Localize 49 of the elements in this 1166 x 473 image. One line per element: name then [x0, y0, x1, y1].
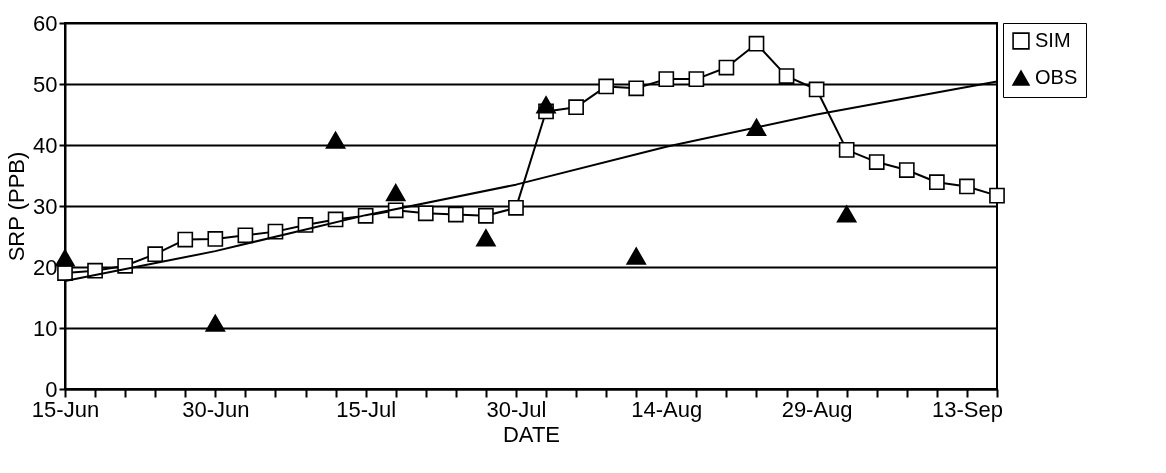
point	[746, 118, 767, 136]
point	[688, 71, 705, 87]
y-tick-label: 40	[33, 132, 58, 158]
point	[147, 246, 164, 263]
x-tick-label: 30-Jun	[182, 396, 250, 422]
legend-label: OBS	[1035, 66, 1078, 88]
x-tick-label: 13-Sep	[931, 396, 1003, 422]
x-tick-label: 15-Jul	[336, 396, 397, 422]
x-axis-title: DATE	[502, 421, 561, 447]
point	[598, 78, 615, 95]
point	[898, 162, 915, 178]
y-tick-label: 30	[33, 193, 58, 219]
point	[838, 142, 855, 158]
point	[55, 249, 75, 267]
legend-label: SIM	[1035, 29, 1071, 51]
point	[325, 131, 346, 149]
point	[205, 314, 226, 332]
point	[207, 231, 224, 247]
point	[989, 187, 1005, 204]
point	[836, 205, 857, 223]
x-tick-label: 29-Aug	[781, 396, 853, 422]
point	[628, 80, 645, 97]
point	[658, 71, 675, 87]
point	[237, 227, 254, 244]
point	[385, 183, 406, 202]
y-tick-label: 60	[33, 10, 58, 36]
point	[177, 231, 194, 248]
y-tick-label: 20	[33, 254, 58, 280]
point	[447, 206, 464, 223]
point	[478, 207, 494, 224]
point	[568, 99, 584, 116]
y-tick-label: 50	[33, 71, 58, 97]
point	[748, 35, 765, 52]
y-axis-title: SRP (PPB)	[4, 151, 30, 262]
point	[626, 247, 647, 265]
point	[868, 154, 885, 170]
x-tick-label: 30-Jul	[486, 396, 547, 422]
point	[929, 174, 945, 191]
x-tick-label: 14-Aug	[631, 396, 703, 422]
point	[417, 205, 434, 222]
point	[57, 265, 73, 281]
point	[508, 199, 524, 216]
point	[536, 96, 556, 114]
y-tick-label: 10	[33, 315, 58, 341]
point	[718, 59, 735, 76]
point	[778, 68, 795, 84]
point	[476, 229, 496, 247]
point	[808, 81, 825, 98]
point	[959, 178, 975, 195]
